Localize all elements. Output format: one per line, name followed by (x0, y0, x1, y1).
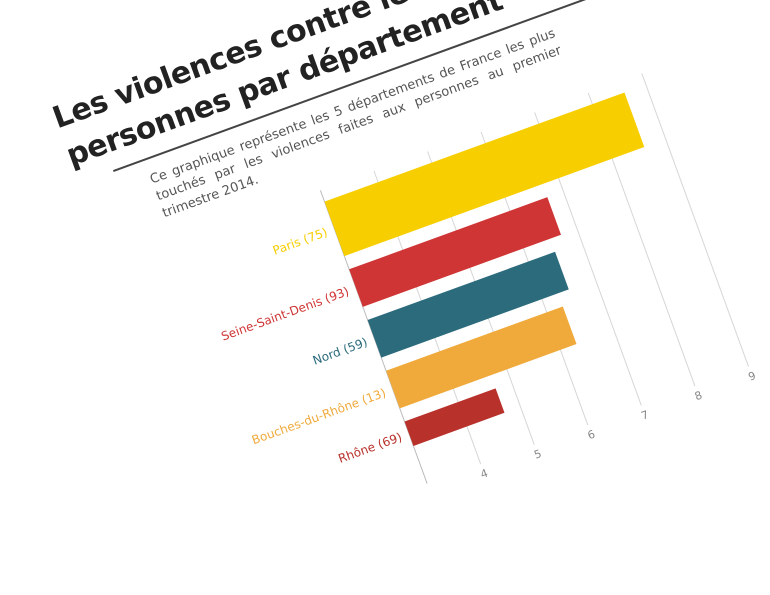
bar-2 (349, 197, 561, 307)
gridline-9 (641, 73, 749, 367)
x-tick-label-9: 9 (747, 369, 758, 384)
rotated-page-content: Les violences contre les personnes par d… (48, 0, 767, 595)
category-label-2: Seine-Saint-Denis (93) (219, 284, 351, 343)
bar-5 (404, 388, 505, 446)
category-label-4: Bouches-du-Rhône (13) (250, 386, 388, 448)
bar-4 (386, 306, 577, 409)
bars (324, 92, 645, 446)
x-tick-label-6: 6 (586, 428, 597, 443)
category-label-3: Nord (59) (311, 335, 369, 368)
x-tick-label-5: 5 (532, 447, 543, 462)
bar-3 (367, 251, 569, 358)
x-tick-label-7: 7 (639, 408, 650, 423)
category-label-1: Paris (75) (271, 225, 329, 258)
bar-chart: Paris (75) Seine-Saint-Denis (93)Nord (59… (219, 73, 758, 484)
category-label-5: Rhône (69) (336, 430, 403, 466)
chart-page: Les violences contre les personnes par d… (48, 0, 758, 484)
bar-1 (324, 92, 645, 257)
x-tick-label-8: 8 (693, 389, 704, 404)
x-tick-labels: 4 5 6 7 8 9 (479, 369, 758, 481)
x-tick-label-4: 4 (479, 467, 490, 482)
